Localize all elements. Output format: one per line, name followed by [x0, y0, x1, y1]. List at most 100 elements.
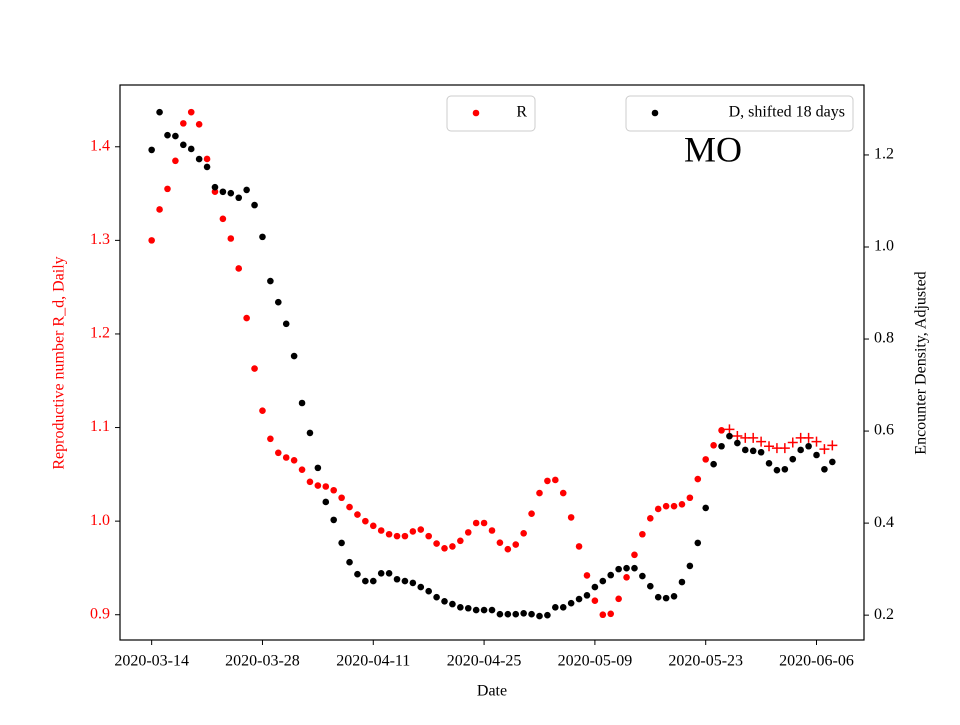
point — [172, 157, 179, 165]
point — [512, 610, 520, 618]
x-tick-label: 2020-03-14 — [114, 653, 189, 670]
y2-tick-label: 0.6 — [874, 422, 894, 439]
point — [156, 206, 163, 213]
point — [480, 606, 488, 614]
point — [583, 572, 591, 579]
point — [259, 233, 266, 241]
legend-marker — [651, 109, 659, 117]
plus-marker — [827, 440, 838, 451]
chart-title: MO — [684, 129, 742, 169]
legend-box — [625, 95, 854, 132]
plus-marker — [724, 424, 735, 435]
plus-marker — [764, 441, 775, 452]
point — [457, 537, 464, 545]
point — [401, 532, 409, 540]
y2-tick-label: 0.2 — [874, 606, 894, 623]
point — [203, 155, 211, 163]
point — [686, 494, 694, 502]
point — [654, 505, 662, 513]
point — [306, 478, 314, 486]
plus-marker — [803, 432, 814, 443]
point — [552, 604, 559, 611]
point — [409, 528, 417, 535]
point — [639, 572, 646, 580]
point — [504, 545, 512, 553]
point — [290, 352, 298, 360]
point — [599, 577, 607, 585]
point — [757, 448, 765, 456]
point — [164, 131, 171, 139]
legend-label: D, shifted 18 days — [729, 104, 845, 121]
x-tick-label: 2020-05-23 — [668, 653, 743, 670]
point — [330, 516, 338, 524]
point — [377, 527, 385, 534]
point — [631, 551, 638, 559]
point — [377, 569, 385, 577]
point — [520, 610, 527, 617]
point — [765, 459, 773, 467]
point — [433, 593, 440, 601]
y2-tick-label: 0.4 — [874, 514, 894, 531]
point — [718, 442, 725, 450]
point — [172, 132, 179, 140]
point — [718, 427, 725, 434]
x-tick-label: 2020-06-06 — [779, 653, 854, 670]
y2-tick-label: 1.2 — [874, 146, 894, 163]
point — [528, 510, 535, 517]
plus-marker — [748, 432, 759, 443]
point — [290, 457, 298, 464]
point — [813, 451, 820, 459]
point — [267, 277, 274, 285]
point — [314, 482, 322, 489]
point — [243, 186, 250, 194]
point — [457, 604, 464, 611]
point — [670, 502, 678, 510]
x-tick-label: 2020-04-25 — [447, 653, 522, 670]
y2-axis-label: Encounter Density, Adjusted — [913, 271, 930, 454]
point — [488, 527, 496, 534]
point — [559, 489, 567, 497]
point — [195, 121, 203, 128]
point — [417, 583, 425, 591]
point — [354, 570, 361, 578]
point — [639, 530, 646, 538]
point — [623, 573, 630, 581]
point — [274, 449, 282, 457]
point — [369, 577, 377, 585]
point — [227, 235, 235, 242]
legend-label: R — [516, 104, 527, 121]
point — [195, 155, 203, 163]
point — [504, 610, 512, 618]
point — [393, 532, 401, 540]
point — [591, 583, 599, 591]
point — [670, 592, 678, 600]
point — [464, 529, 472, 536]
point — [441, 544, 448, 552]
point — [298, 466, 306, 473]
point — [282, 320, 290, 328]
point — [314, 464, 322, 472]
point — [726, 432, 733, 440]
y-tick-label: 1.3 — [90, 231, 110, 248]
point — [789, 455, 797, 463]
point — [354, 511, 361, 518]
point — [164, 185, 171, 193]
legend-box — [446, 95, 536, 132]
point — [583, 592, 591, 599]
point — [433, 540, 440, 547]
point — [425, 532, 432, 540]
point — [187, 108, 195, 116]
point — [362, 577, 369, 585]
point — [623, 564, 630, 572]
point — [338, 539, 345, 547]
point — [393, 575, 401, 583]
point — [330, 486, 338, 494]
point — [496, 610, 504, 618]
point — [180, 120, 187, 127]
point — [575, 543, 583, 550]
point — [464, 604, 472, 612]
point — [187, 145, 195, 153]
point — [575, 595, 583, 603]
plot-frame — [119, 84, 865, 641]
